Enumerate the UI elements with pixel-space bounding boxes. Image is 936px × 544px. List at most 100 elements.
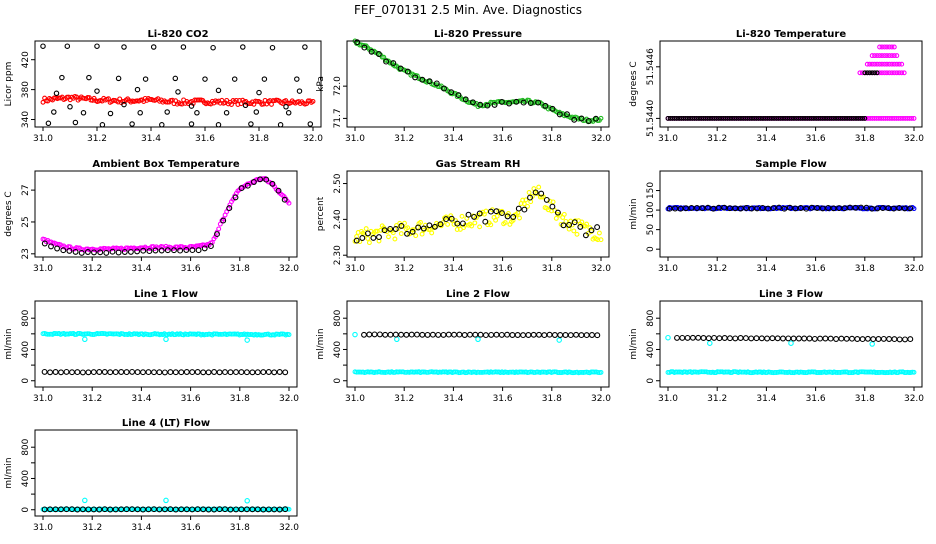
sample-point xyxy=(112,506,119,513)
sample-point xyxy=(896,205,903,211)
cyan-avg-point xyxy=(858,369,864,375)
x-tick-label: 31.2 xyxy=(707,134,727,144)
magenta-step-point xyxy=(872,61,878,67)
x-tick-label: 31.2 xyxy=(394,134,414,144)
black-flat-point xyxy=(760,115,766,121)
panel-4: Ambient Box Temperature degrees C 31.0 31.2… xyxy=(4,159,299,274)
cyan-avg-point xyxy=(782,369,788,375)
sample-point xyxy=(448,89,455,96)
yellow-avg-point xyxy=(477,224,483,230)
yellow-avg-point xyxy=(505,211,511,216)
sample-point xyxy=(276,369,283,375)
sample-point xyxy=(551,332,558,338)
black-flat-point xyxy=(802,115,808,121)
yellow-avg-point xyxy=(596,230,602,236)
sample-point xyxy=(195,247,202,254)
magenta-flat-point xyxy=(882,115,888,121)
sample-point xyxy=(513,98,520,105)
y-tick-label: 0 xyxy=(21,507,31,513)
sample-point xyxy=(776,204,782,211)
panel-title: Line 1 Flow xyxy=(134,289,198,300)
sample-point xyxy=(58,369,64,376)
sample-point xyxy=(886,336,893,342)
black-flat-point xyxy=(689,115,695,121)
sample-point xyxy=(118,369,125,375)
plot-frame xyxy=(34,40,322,128)
black-data-point xyxy=(51,109,57,115)
sample-point xyxy=(462,96,469,103)
black-data-point xyxy=(94,88,100,94)
black-flat-point xyxy=(822,115,828,121)
y-tick-label: 800 xyxy=(333,309,343,326)
sample-point xyxy=(556,111,563,118)
cyan-avg-point xyxy=(731,369,736,375)
magenta-step-point xyxy=(884,61,890,67)
sample-point xyxy=(880,335,887,342)
black-data-point xyxy=(215,87,222,94)
black-flat-point xyxy=(749,115,755,121)
black-flat-point xyxy=(778,115,784,121)
sample-point xyxy=(69,506,75,513)
sample-point xyxy=(69,369,75,376)
black-flat-point xyxy=(685,115,691,121)
yellow-avg-point xyxy=(574,231,580,237)
sample-point xyxy=(91,249,97,256)
yellow-avg-point xyxy=(553,215,559,221)
black-data-point xyxy=(94,43,100,49)
cyan-data-point xyxy=(352,331,358,338)
y-axis-label: ml/min xyxy=(316,328,326,359)
sample-point xyxy=(85,369,92,376)
sample-point xyxy=(226,205,233,212)
sample-point xyxy=(419,76,426,83)
sample-point xyxy=(96,506,103,513)
yellow-avg-point xyxy=(493,217,499,223)
black-flat-point xyxy=(742,115,748,121)
x-tick-label: 31.6 xyxy=(806,134,826,144)
yellow-avg-point xyxy=(561,211,567,217)
y-tick-label: 0 xyxy=(21,378,31,384)
sample-point xyxy=(183,506,190,513)
sample-point xyxy=(109,248,116,255)
sample-point xyxy=(792,205,799,212)
x-tick-label: 31.2 xyxy=(707,394,727,404)
sample-point xyxy=(123,506,130,513)
y-axis-label: percent xyxy=(316,196,326,231)
panel-1: Li-820 CO2 Licor ppm 31.0 31.2 31.4 31.6 31.8 3… xyxy=(4,29,323,144)
black-data-point xyxy=(253,109,260,115)
black-data-point xyxy=(53,90,60,97)
sample-point xyxy=(118,506,125,513)
x-tick-label: 31.4 xyxy=(141,134,161,144)
sample-point xyxy=(243,369,250,376)
black-flat-point xyxy=(853,115,859,121)
y-tick-label: 25 xyxy=(21,216,31,227)
sample-point xyxy=(282,506,289,513)
cyan-avg-point xyxy=(45,331,51,337)
magenta-step-point xyxy=(886,44,892,50)
x-tick-label: 31.8 xyxy=(230,264,250,274)
sample-point xyxy=(471,213,478,220)
sample-point xyxy=(361,44,368,51)
black-data-point xyxy=(40,43,46,49)
sample-point xyxy=(549,105,556,112)
cyan-avg-point xyxy=(815,370,821,375)
sample-point xyxy=(852,204,859,211)
sample-point xyxy=(151,369,157,376)
black-flat-point xyxy=(844,115,850,121)
sample-point xyxy=(398,222,405,229)
black-flat-point xyxy=(705,115,711,121)
yellow-avg-point xyxy=(595,237,601,243)
sample-point xyxy=(420,225,427,232)
sample-point xyxy=(841,205,848,212)
cyan-avg-point xyxy=(115,506,121,512)
black-data-point xyxy=(107,110,114,117)
sample-point xyxy=(161,369,168,376)
sample-point xyxy=(227,506,234,513)
sample-point xyxy=(451,331,458,338)
sample-point xyxy=(583,332,590,339)
cyan-data-point xyxy=(394,336,400,343)
sample-point xyxy=(249,369,256,376)
magenta-flat-point xyxy=(898,115,904,121)
sample-point xyxy=(879,205,886,212)
magenta-step-point xyxy=(882,44,887,50)
black-data-point xyxy=(285,110,292,116)
